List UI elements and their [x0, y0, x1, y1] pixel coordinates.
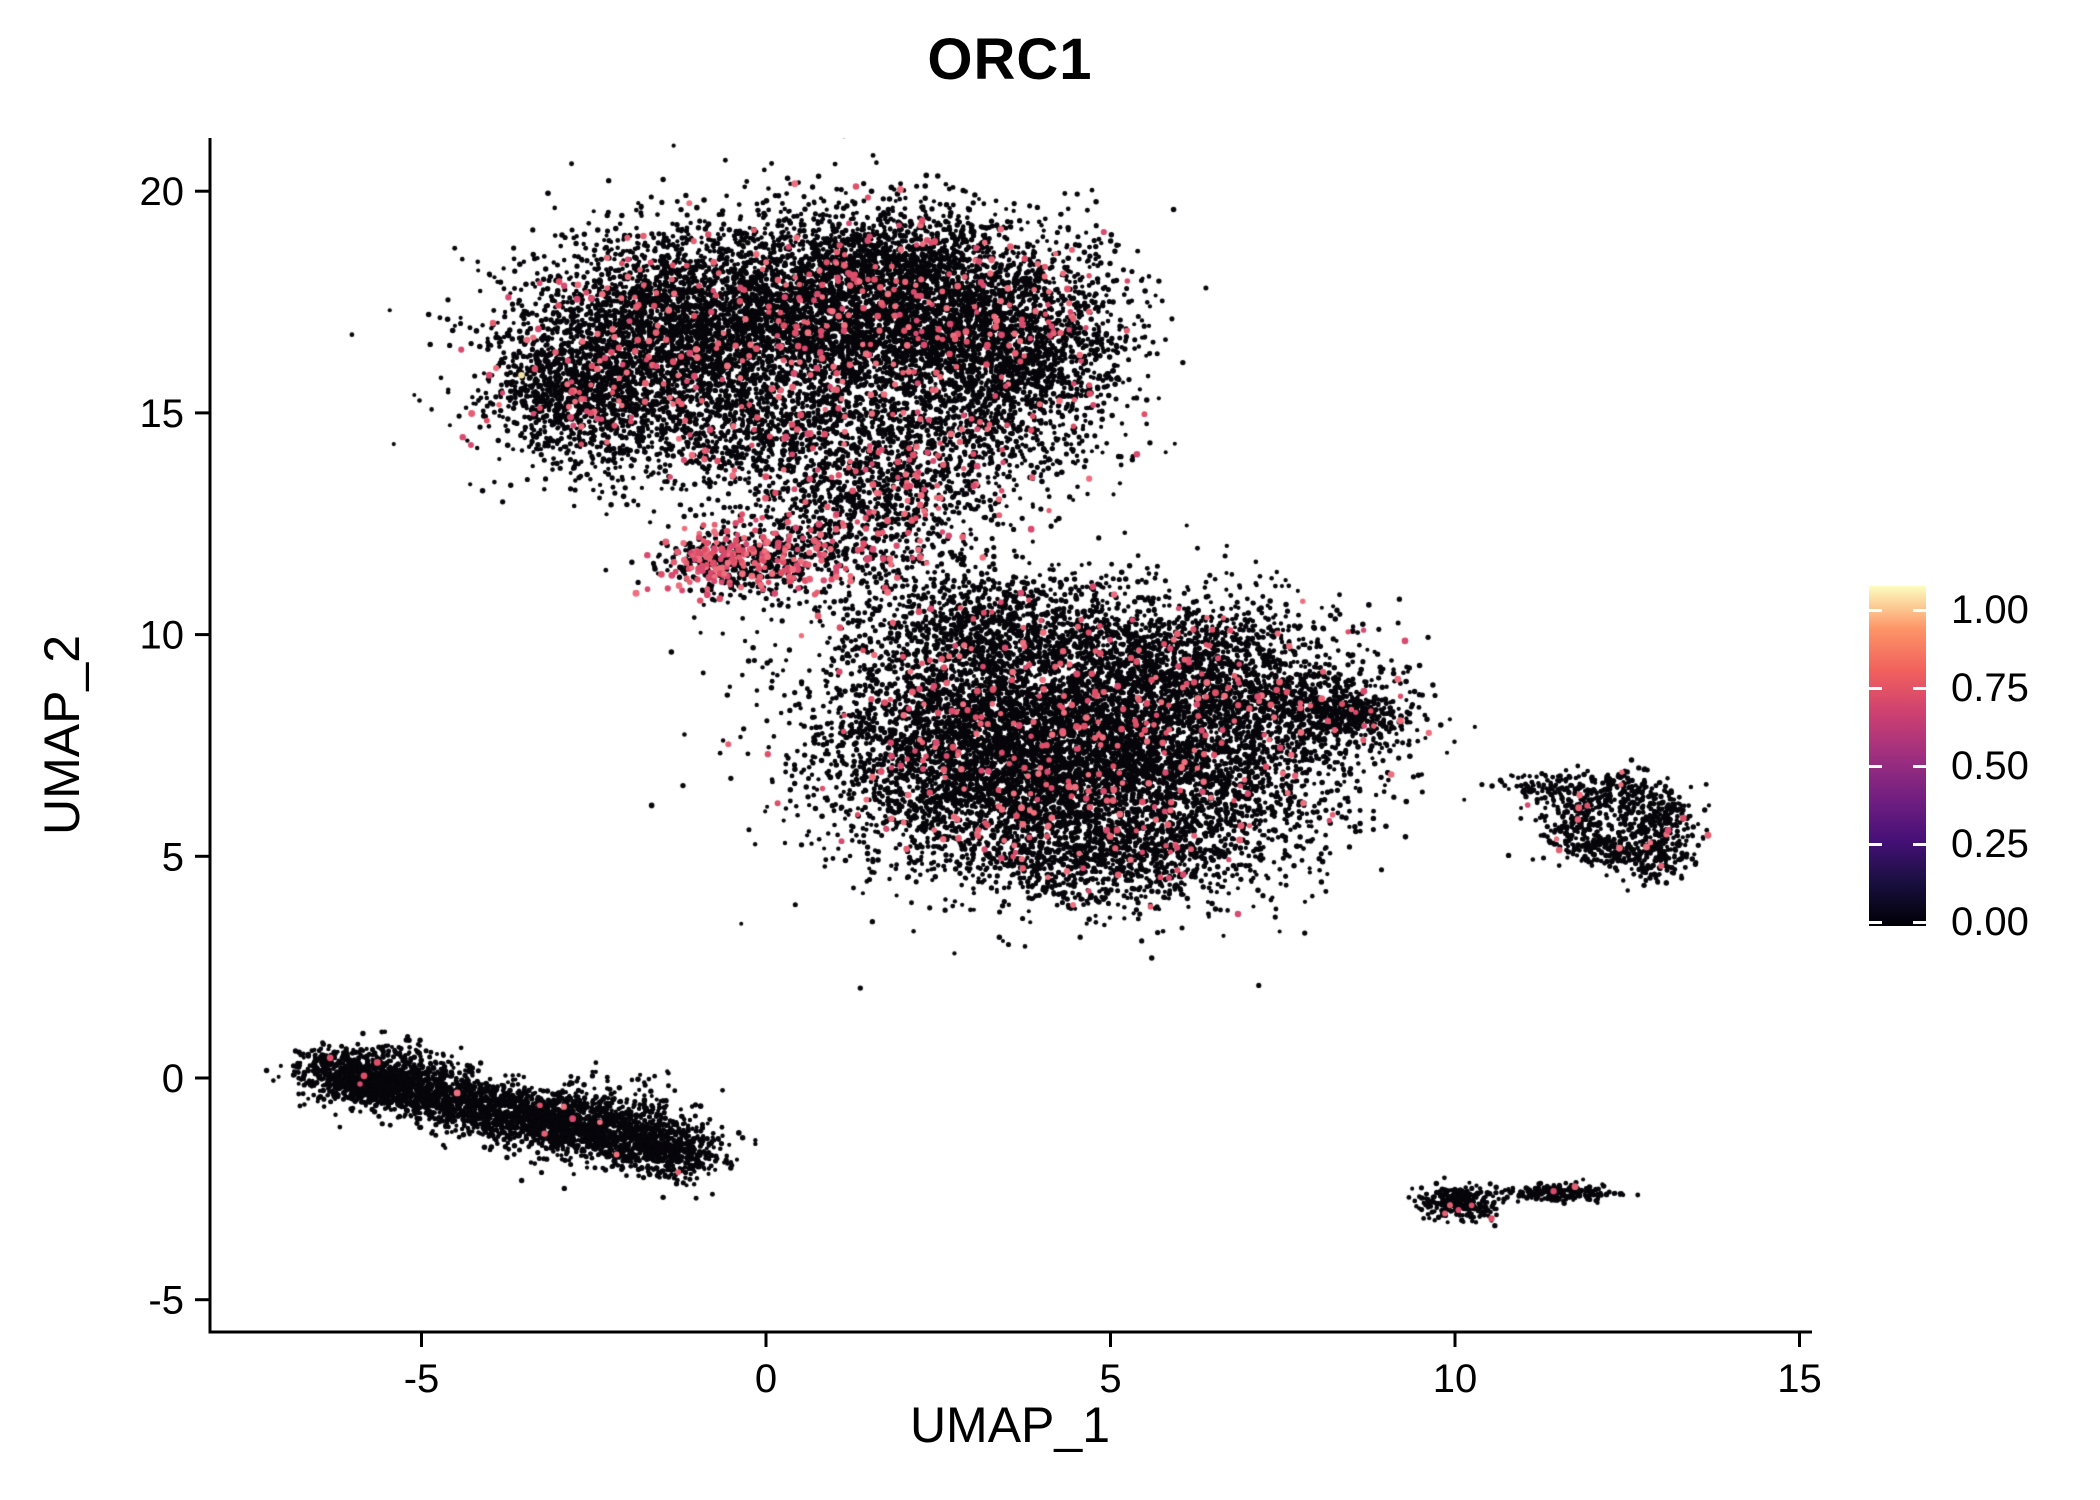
y-axis-title: UMAP_2 — [34, 634, 90, 836]
colorbar-tick-label: 0.50 — [1951, 744, 2029, 788]
colorbar-legend: 1.00 0.75 0.50 0.25 0.00 — [1869, 586, 2100, 944]
x-axis-title: UMAP_1 — [909, 1397, 1111, 1453]
colorbar-tick-label: 0.25 — [1951, 822, 2029, 866]
colorbar-tick-label: 0.75 — [1951, 666, 2029, 710]
plot-title: ORC1 — [927, 27, 1093, 92]
colorbar-gradient — [1869, 586, 1926, 926]
colorbar-tick-mark — [1869, 920, 1882, 924]
colorbar-tick-mark — [1869, 608, 1882, 612]
colorbar-tick-mark — [1913, 920, 1926, 924]
colorbar-tick-mark — [1913, 842, 1926, 846]
colorbar-tick-label: 0.00 — [1951, 900, 2029, 944]
colorbar-tick-mark — [1869, 686, 1882, 690]
colorbar-tick-mark — [1869, 842, 1882, 846]
colorbar-tick-mark — [1913, 764, 1926, 768]
colorbar-tick-mark — [1913, 686, 1926, 690]
colorbar-tick-mark — [1913, 608, 1926, 612]
colorbar-tick-mark — [1869, 764, 1882, 768]
colorbar-tick-label: 1.00 — [1951, 588, 2029, 632]
